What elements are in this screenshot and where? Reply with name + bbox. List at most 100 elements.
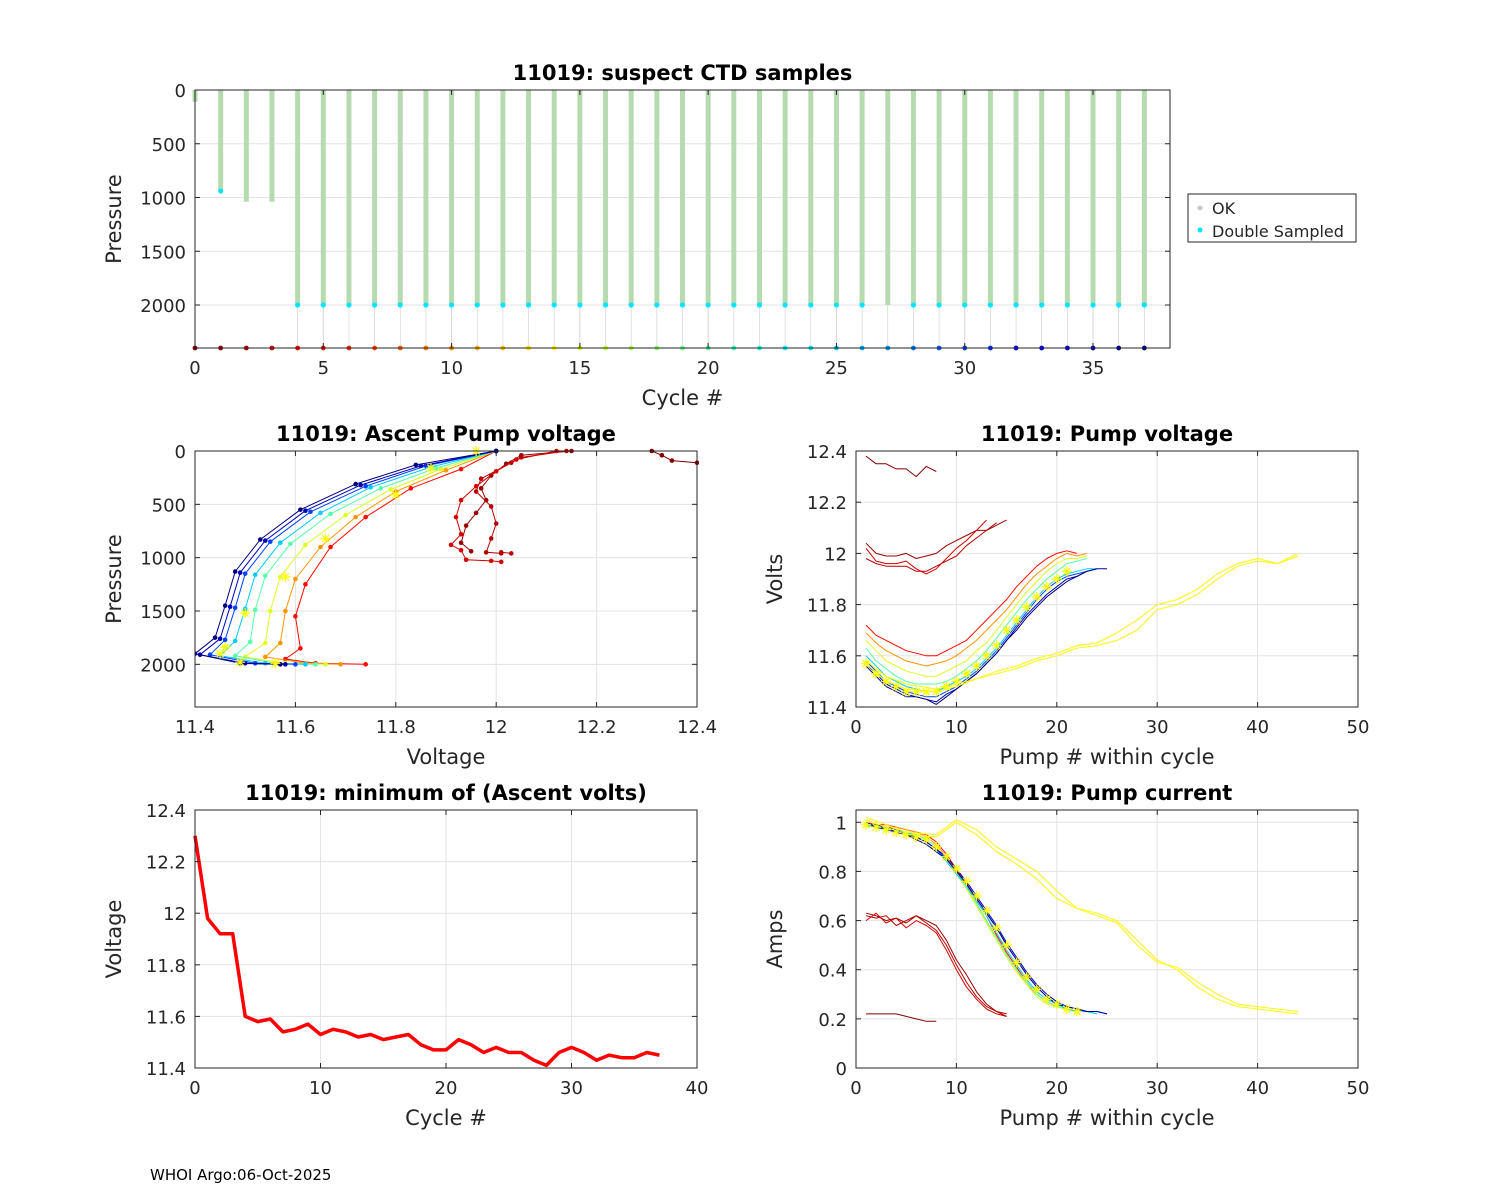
double-sampled-point <box>218 188 224 194</box>
double-sampled-point <box>859 302 865 308</box>
voltage-profile-point <box>298 507 303 512</box>
double-sampled-point <box>397 302 403 308</box>
double-sampled-point <box>320 302 326 308</box>
yellow-star-marker <box>861 819 872 830</box>
voltage-profile-point <box>458 540 464 546</box>
yellow-star-marker <box>911 686 922 697</box>
double-sampled-point <box>628 302 634 308</box>
y-tick-label: 0 <box>836 1059 847 1080</box>
voltage-profile-point <box>298 646 303 651</box>
x-tick-label: 0 <box>850 1078 861 1099</box>
voltage-profile-point <box>232 638 238 644</box>
voltage-profile-point <box>212 635 218 640</box>
plot-area <box>856 451 1358 707</box>
y-tick-label: 2000 <box>140 655 186 676</box>
yellow-star-marker <box>320 533 331 544</box>
voltage-profile-point <box>458 497 464 503</box>
pump-voltage-line <box>865 555 1088 677</box>
voltage-profile-point <box>217 636 223 642</box>
x-tick-label: 35 <box>1082 358 1105 379</box>
double-sampled-point <box>756 302 763 308</box>
y-tick-label: 12.2 <box>146 853 186 874</box>
yellow-star-marker <box>1041 581 1052 592</box>
x-tick-label: 0 <box>189 358 200 379</box>
voltage-profile-point <box>453 514 459 520</box>
yellow-star-marker <box>891 681 902 692</box>
voltage-profile-point <box>262 573 268 579</box>
yellow-star-marker <box>871 822 882 833</box>
voltage-profile-point <box>232 653 238 659</box>
voltage-profile-point <box>288 541 293 547</box>
yellow-star-marker <box>941 681 952 692</box>
x-tick-label: 30 <box>953 358 976 379</box>
x-tick-label: 10 <box>309 1078 332 1099</box>
voltage-profile-point <box>473 483 479 489</box>
voltage-profile-point <box>418 463 424 469</box>
voltage-profile-point <box>458 531 464 537</box>
legend-double-label: Double Sampled <box>1212 222 1344 241</box>
yellow-star-marker <box>235 657 246 668</box>
double-sampled-point <box>987 302 993 308</box>
voltage-profile-point <box>328 544 333 550</box>
pump-current-line <box>865 915 1007 1015</box>
y-tick-label: 0 <box>175 81 186 102</box>
plot-area <box>195 451 697 707</box>
yellow-star-marker <box>901 686 912 697</box>
axes-box <box>194 89 1171 349</box>
double-sampled-point <box>551 302 557 308</box>
double-sampled-point <box>782 302 788 308</box>
voltage-profile-point <box>222 637 228 643</box>
x-tick-label: 11.6 <box>275 717 315 738</box>
yellow-star-marker <box>220 642 231 653</box>
pump-voltage-line <box>865 558 1088 685</box>
voltage-profile-point <box>338 662 343 667</box>
yellow-star-marker <box>1041 994 1052 1005</box>
data-layer <box>192 90 1147 351</box>
voltage-profile-point <box>508 551 514 556</box>
voltage-profile-line <box>651 450 698 464</box>
x-axis-label: Cycle # <box>642 386 724 410</box>
legend-double-marker <box>1197 227 1203 233</box>
double-sampled-point <box>372 302 378 308</box>
x-tick-label: 20 <box>1045 717 1068 738</box>
voltage-profile-point <box>323 662 328 667</box>
x-tick-label: 30 <box>560 1078 583 1099</box>
voltage-profile-point <box>513 457 519 462</box>
yellow-star-marker <box>961 668 972 679</box>
y-tick-label: 11.8 <box>146 956 186 977</box>
x-tick-label: 0 <box>189 1078 200 1099</box>
voltage-profile-point <box>438 466 444 472</box>
voltage-profile-point <box>488 558 494 564</box>
y-tick-label: 12.4 <box>146 801 186 822</box>
yellow-star-marker <box>991 640 1002 651</box>
pump-voltage-line <box>865 455 937 478</box>
profile-layer <box>195 446 699 669</box>
x-tick-label: 10 <box>440 358 463 379</box>
voltage-profile-point <box>303 582 308 587</box>
voltage-profile-point <box>262 538 268 543</box>
double-sampled-point <box>577 302 583 308</box>
x-tick-label: 50 <box>1347 717 1370 738</box>
x-tick-label: 5 <box>318 358 329 379</box>
x-axis-label: Pump # within cycle <box>1000 1106 1215 1130</box>
voltage-profile-point <box>483 497 489 503</box>
yellow-star-marker <box>425 463 436 474</box>
voltage-profile-point <box>443 467 449 473</box>
x-tick-label: 11.4 <box>175 717 215 738</box>
y-tick-label: 500 <box>152 495 186 516</box>
voltage-profile-point <box>283 608 288 614</box>
yellow-star-marker <box>1021 972 1032 983</box>
double-sampled-point <box>1141 302 1147 308</box>
chart-title: 11019: Pump voltage <box>981 422 1233 446</box>
voltage-profile-point <box>278 640 283 646</box>
x-tick-label: 40 <box>686 1078 709 1099</box>
double-sampled-point <box>423 302 429 308</box>
voltage-profile-point <box>493 521 499 526</box>
axes-box <box>194 450 698 708</box>
y-axis-label: Pressure <box>102 174 126 264</box>
x-tick-label: 12.4 <box>677 717 717 738</box>
chart-title: 11019: suspect CTD samples <box>513 61 853 85</box>
voltage-profile-point <box>252 607 258 613</box>
yellow-star-marker <box>891 827 902 838</box>
